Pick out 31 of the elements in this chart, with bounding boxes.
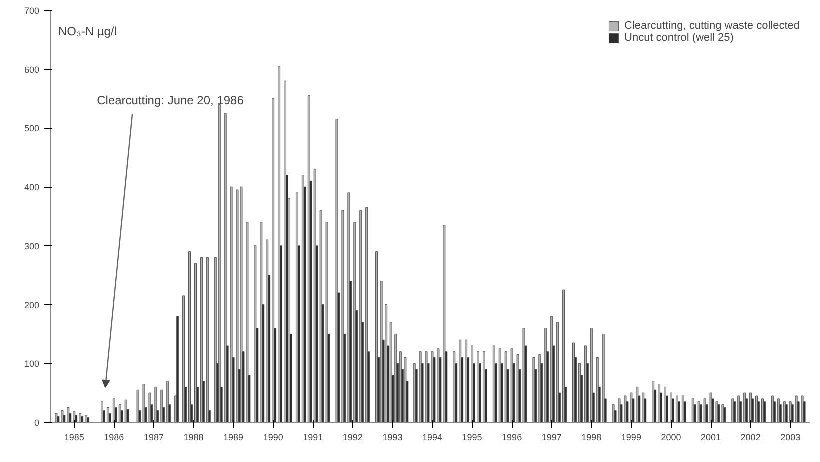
x-tick-label: 1994	[422, 432, 443, 442]
x-tick-label: 1990	[263, 432, 284, 442]
x-tick-label: 2002	[740, 432, 761, 442]
y-tick-label: 0	[34, 418, 40, 428]
y-tick-label: 300	[24, 241, 40, 252]
x-tick-label: 1988	[184, 432, 204, 442]
annotation: Clearcutting: June 20, 1986	[97, 94, 244, 108]
x-tick-label: 1995	[462, 432, 482, 442]
y-tick-label: 100	[24, 359, 40, 370]
x-tick-label: 2003	[780, 432, 801, 442]
x-tick-label: 1986	[104, 432, 124, 442]
x-tick-label: 1991	[303, 432, 324, 442]
x-tick-label: 1987	[144, 432, 164, 442]
x-tick-label: 1999	[621, 432, 642, 442]
y-axis-title: NO₃-N µg/l	[58, 24, 117, 38]
x-tick-label: 1998	[582, 432, 602, 442]
legend-label: Clearcutting, cutting waste collected	[624, 20, 800, 32]
x-tick-label: 1997	[542, 432, 562, 442]
x-tick-label: 1985	[64, 432, 84, 442]
y-tick-label: 200	[24, 300, 40, 310]
x-tick-label: 1996	[502, 432, 522, 442]
x-tick-label: 1993	[382, 432, 403, 442]
y-tick-label: 700	[24, 6, 40, 16]
x-tick-label: 1989	[224, 432, 244, 442]
y-tick-label: 600	[24, 64, 40, 75]
x-tick-label: 2000	[661, 432, 682, 442]
x-tick-label: 2001	[701, 432, 722, 442]
y-tick-label: 500	[24, 124, 40, 134]
y-tick-label: 400	[24, 182, 40, 193]
x-tick-label: 1992	[342, 432, 363, 442]
legend-label: Uncut control (well 25)	[624, 32, 734, 44]
